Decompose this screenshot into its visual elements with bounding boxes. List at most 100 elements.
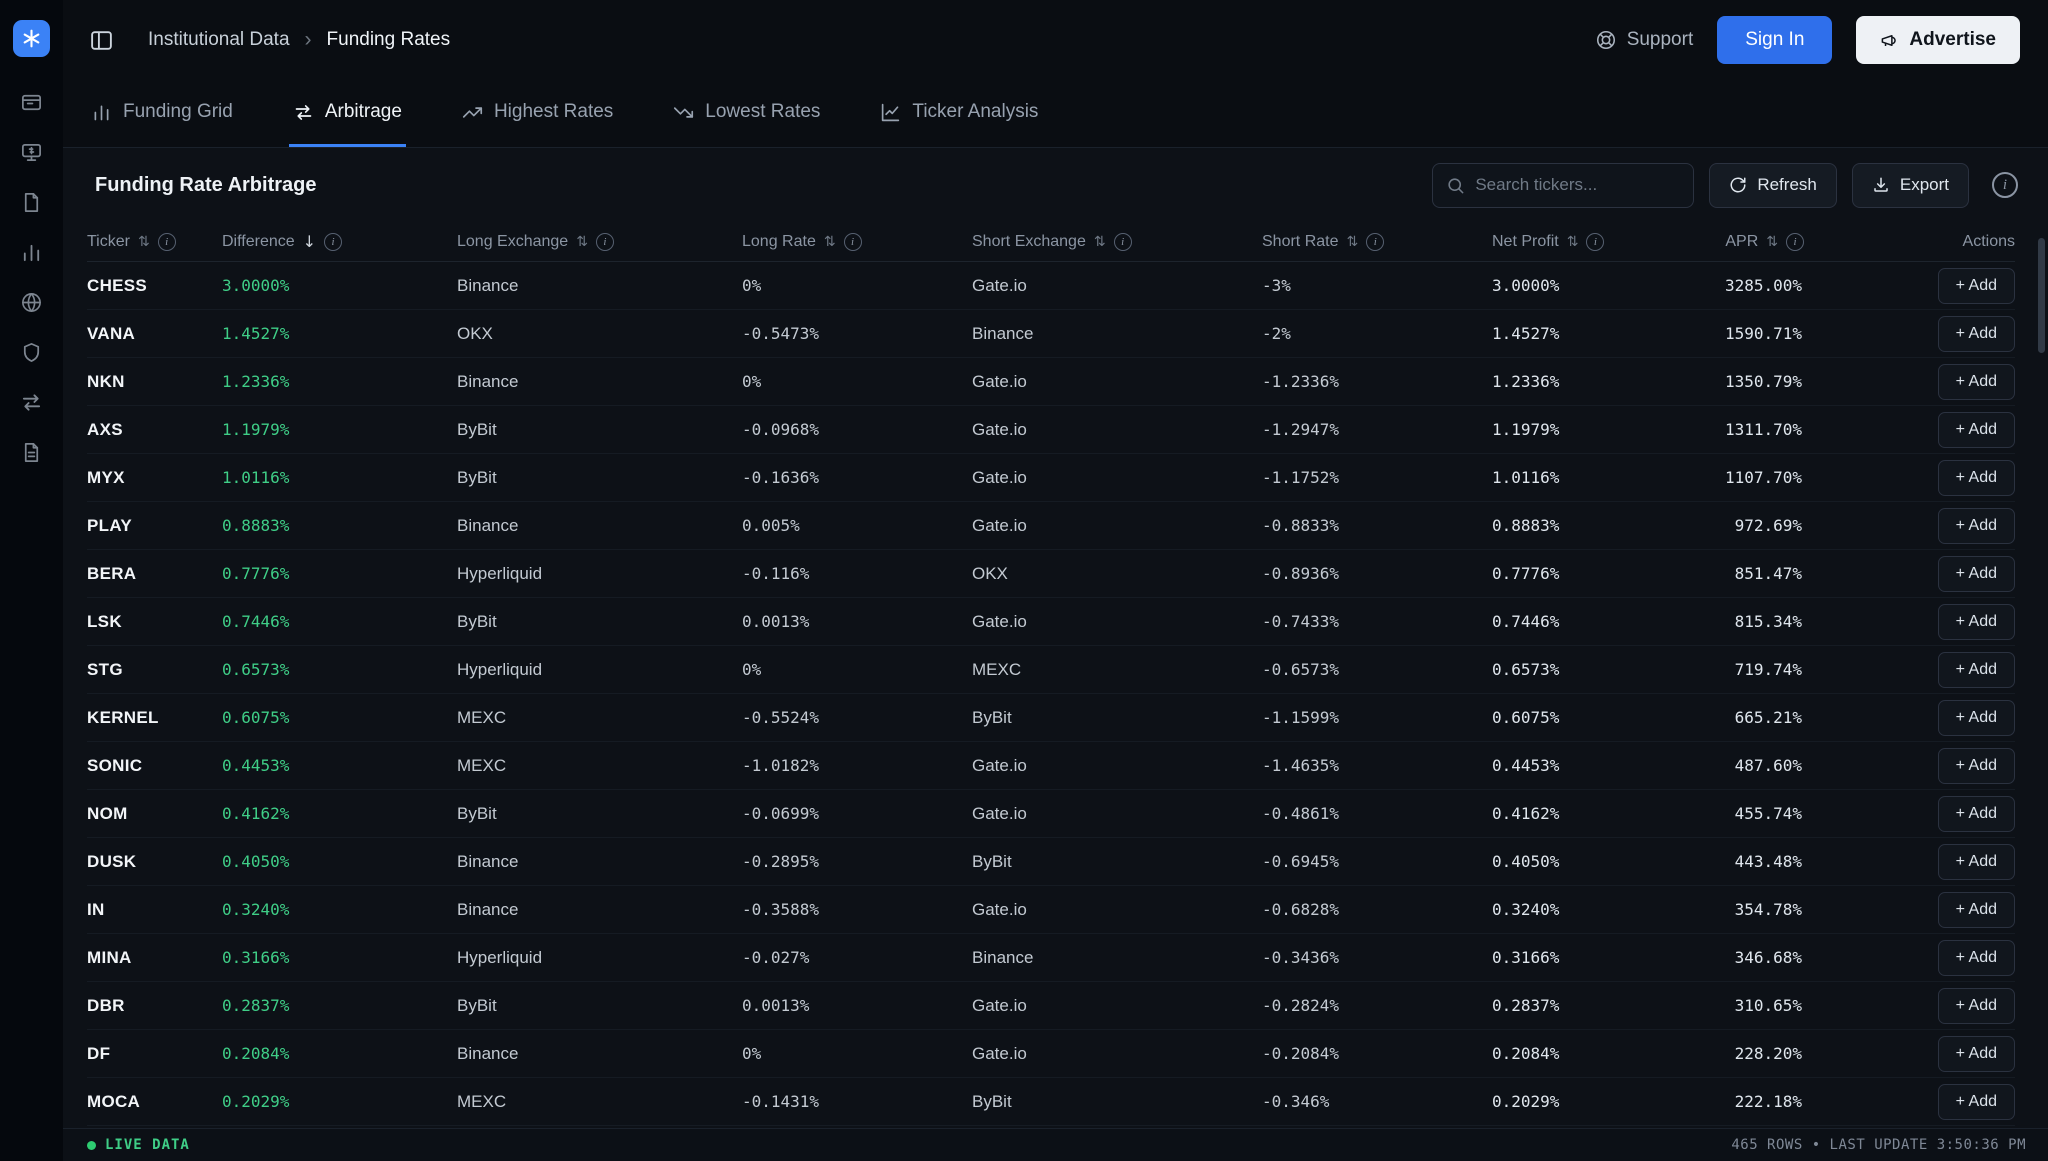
table-row[interactable]: CHESS 3.0000% Binance 0% Gate.io -3% 3.0…	[87, 262, 2015, 310]
table-row[interactable]: AXS 1.1979% ByBit -0.0968% Gate.io -1.29…	[87, 406, 2015, 454]
table-row[interactable]: NKN 1.2336% Binance 0% Gate.io -1.2336% …	[87, 358, 2015, 406]
add-button[interactable]: + Add	[1937, 795, 2015, 832]
app-logo[interactable]	[13, 20, 50, 57]
table-row[interactable]: SONIC 0.4453% MEXC -1.0182% Gate.io -1.4…	[87, 742, 2015, 790]
reports-icon[interactable]	[20, 191, 43, 214]
web-icon[interactable]	[20, 291, 43, 314]
sort-icon[interactable]: ⇅	[1766, 233, 1778, 250]
support-link[interactable]: Support	[1595, 29, 1693, 51]
add-button[interactable]: + Add	[1937, 1035, 2015, 1072]
column-header-net_profit[interactable]: Net Profit ⇅ i	[1492, 232, 1704, 251]
short-exchange-cell: Gate.io	[972, 755, 1027, 775]
table-row[interactable]: VANA 1.4527% OKX -0.5473% Binance -2% 1.…	[87, 310, 2015, 358]
documents-icon[interactable]	[20, 441, 43, 464]
apr-cell: 665.21%	[1734, 708, 1802, 727]
ticker-cell: DBR	[87, 995, 125, 1015]
table-row[interactable]: KERNEL 0.6075% MEXC -0.5524% ByBit -1.15…	[87, 694, 2015, 742]
info-icon[interactable]: i	[1366, 232, 1385, 251]
table-row[interactable]: LSK 0.7446% ByBit 0.0013% Gate.io -0.743…	[87, 598, 2015, 646]
sort-desc-icon[interactable]: ↓	[302, 232, 317, 251]
sort-icon[interactable]: ⇅	[1346, 233, 1359, 250]
info-icon[interactable]: i	[1992, 172, 2018, 198]
add-button[interactable]: + Add	[1937, 267, 2015, 304]
info-icon[interactable]: i	[1586, 232, 1605, 251]
add-button[interactable]: + Add	[1937, 315, 2015, 352]
info-icon[interactable]: i	[324, 232, 343, 251]
markets-terminal-icon[interactable]	[20, 141, 43, 164]
dashboard-icon[interactable]	[20, 91, 43, 114]
column-header-apr[interactable]: APR ⇅ i	[1704, 232, 1804, 251]
tab-highest-rates[interactable]: Highest Rates	[458, 80, 617, 147]
add-button[interactable]: + Add	[1937, 891, 2015, 928]
add-button[interactable]: + Add	[1937, 987, 2015, 1024]
column-header-short_exchange[interactable]: Short Exchange ⇅ i	[972, 232, 1262, 251]
net-profit-cell: 0.3240%	[1492, 900, 1560, 919]
add-button[interactable]: + Add	[1937, 363, 2015, 400]
column-header-long_rate[interactable]: Long Rate ⇅ i	[742, 232, 972, 251]
table-row[interactable]: MYX 1.0116% ByBit -0.1636% Gate.io -1.17…	[87, 454, 2015, 502]
breadcrumb-item[interactable]: Institutional Data	[148, 29, 290, 50]
status-bar: LIVE DATA 465 ROWS • LAST UPDATE 3:50:36…	[63, 1128, 2048, 1161]
column-header-ticker[interactable]: Ticker ⇅ i	[87, 232, 222, 251]
difference-cell: 0.4453%	[222, 756, 290, 775]
tab-funding-grid[interactable]: Funding Grid	[87, 80, 237, 147]
info-icon[interactable]: i	[595, 232, 614, 251]
table-row[interactable]: PLAY 0.8883% Binance 0.005% Gate.io -0.8…	[87, 502, 2015, 550]
table-row[interactable]: MOCA 0.2029% MEXC -0.1431% ByBit -0.346%…	[87, 1078, 2015, 1126]
sort-icon[interactable]: ⇅	[1566, 233, 1579, 250]
add-button[interactable]: + Add	[1937, 411, 2015, 448]
refresh-button[interactable]: Refresh	[1709, 162, 1837, 208]
sidebar-toggle-icon[interactable]	[89, 28, 114, 53]
add-button[interactable]: + Add	[1937, 603, 2015, 640]
add-button[interactable]: + Add	[1937, 939, 2015, 976]
actions-cell: + Add	[1804, 315, 2015, 352]
add-button[interactable]: + Add	[1937, 555, 2015, 592]
info-icon[interactable]: i	[1786, 232, 1804, 251]
table-row[interactable]: STG 0.6573% Hyperliquid 0% MEXC -0.6573%…	[87, 646, 2015, 694]
table-row[interactable]: DUSK 0.4050% Binance -0.2895% ByBit -0.6…	[87, 838, 2015, 886]
short-exchange-cell: MEXC	[972, 659, 1022, 679]
transfers-swap-icon[interactable]	[20, 391, 43, 414]
table-row[interactable]: NOM 0.4162% ByBit -0.0699% Gate.io -0.48…	[87, 790, 2015, 838]
sort-icon[interactable]: ⇅	[1093, 233, 1106, 250]
table-row[interactable]: MINA 0.3166% Hyperliquid -0.027% Binance…	[87, 934, 2015, 982]
column-header-difference[interactable]: Difference ↓ i	[222, 232, 457, 251]
table-row[interactable]: DF 0.2084% Binance 0% Gate.io -0.2084% 0…	[87, 1030, 2015, 1078]
tab-lowest-rates[interactable]: Lowest Rates	[669, 80, 824, 147]
table-row[interactable]: DBR 0.2837% ByBit 0.0013% Gate.io -0.282…	[87, 982, 2015, 1030]
sort-icon[interactable]: ⇅	[576, 233, 588, 250]
line-chart-icon	[882, 103, 900, 121]
advertise-button[interactable]: Advertise	[1856, 16, 2020, 64]
table-row[interactable]: IN 0.3240% Binance -0.3588% Gate.io -0.6…	[87, 886, 2015, 934]
add-button[interactable]: + Add	[1937, 843, 2015, 880]
column-header-short_rate[interactable]: Short Rate ⇅ i	[1262, 232, 1492, 251]
info-icon[interactable]: i	[157, 232, 176, 251]
info-icon[interactable]: i	[1113, 232, 1132, 251]
ticker-cell: KERNEL	[87, 707, 159, 727]
add-button[interactable]: + Add	[1937, 699, 2015, 736]
sort-icon[interactable]: ⇅	[823, 233, 836, 250]
column-header-long_exchange[interactable]: Long Exchange ⇅ i	[457, 232, 742, 251]
info-icon[interactable]: i	[843, 232, 862, 251]
sort-icon[interactable]: ⇅	[137, 233, 150, 250]
search-input[interactable]	[1475, 175, 1681, 195]
sign-in-button[interactable]: Sign In	[1717, 16, 1833, 64]
add-button[interactable]: + Add	[1937, 651, 2015, 688]
short-exchange-cell: Gate.io	[972, 1043, 1027, 1063]
live-label: LIVE DATA	[105, 1137, 190, 1153]
net-profit-cell: 0.4453%	[1492, 756, 1560, 775]
actions-cell: + Add	[1804, 651, 2015, 688]
tab-arbitrage[interactable]: Arbitrage	[288, 80, 406, 147]
difference-cell: 0.8883%	[222, 516, 290, 535]
security-shield-icon[interactable]	[20, 341, 43, 364]
export-button[interactable]: Export	[1851, 162, 1969, 208]
tab-ticker-analysis[interactable]: Ticker Analysis	[876, 80, 1042, 147]
analytics-icon[interactable]	[20, 241, 43, 264]
long-rate-cell: 0%	[742, 276, 762, 295]
table-row[interactable]: BERA 0.7776% Hyperliquid -0.116% OKX -0.…	[87, 550, 2015, 598]
scrollbar-thumb[interactable]	[2038, 238, 2045, 353]
add-button[interactable]: + Add	[1937, 747, 2015, 784]
add-button[interactable]: + Add	[1937, 459, 2015, 496]
add-button[interactable]: + Add	[1937, 1083, 2015, 1120]
add-button[interactable]: + Add	[1937, 507, 2015, 544]
